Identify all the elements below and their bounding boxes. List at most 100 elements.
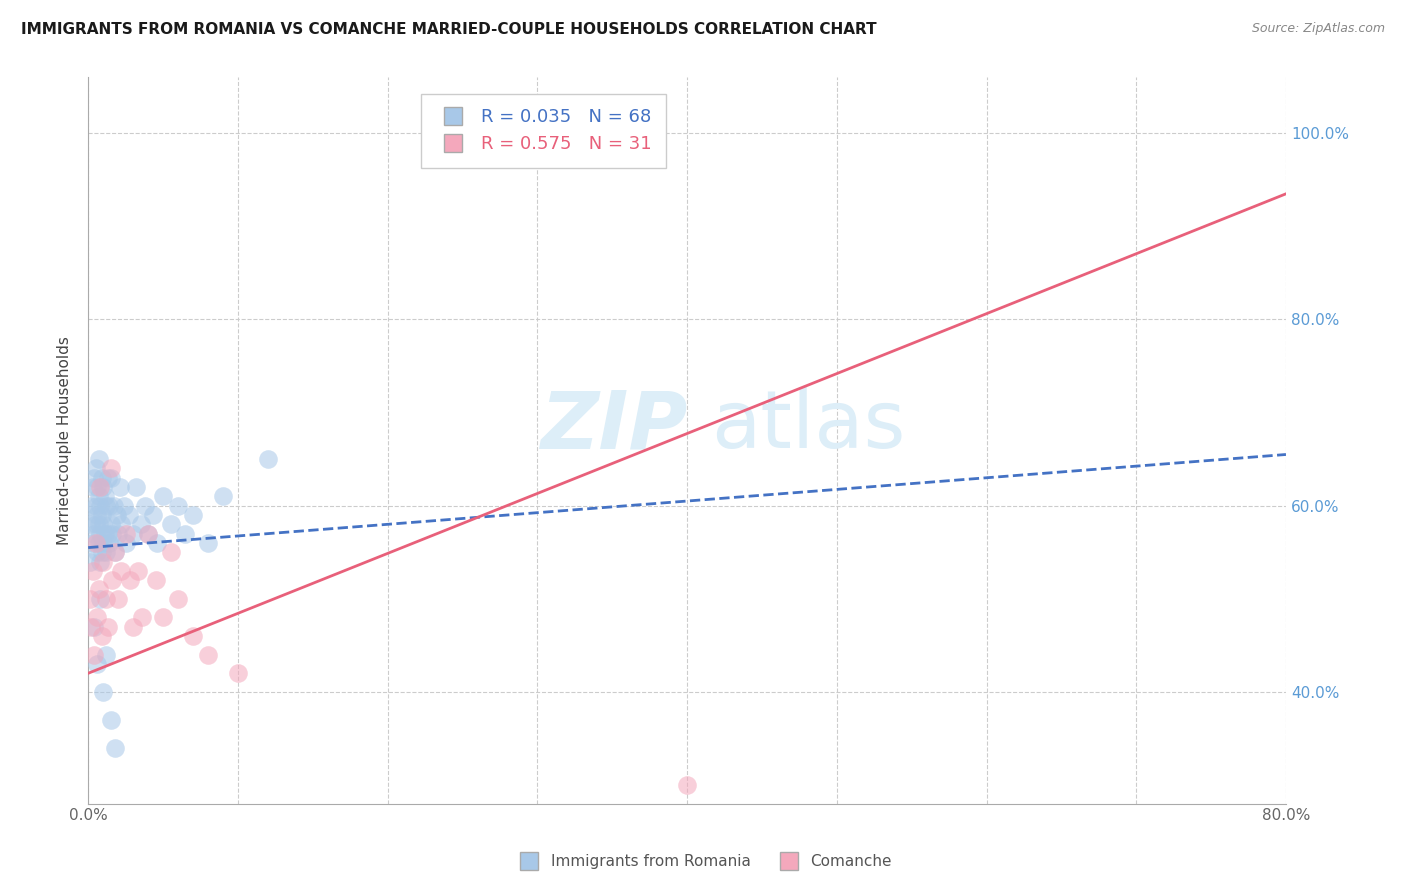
Point: [82, 480, 104, 494]
Point: [90, 545, 112, 559]
Point: [100, 461, 122, 475]
Point: [181, 508, 204, 522]
Point: [83, 471, 105, 485]
Point: [152, 489, 174, 503]
Point: [104, 545, 127, 559]
Point: [83, 648, 105, 662]
Point: [141, 508, 163, 522]
Point: [108, 480, 131, 494]
Point: [152, 610, 174, 624]
Point: [107, 591, 129, 606]
Point: [86, 480, 108, 494]
Point: [91, 685, 114, 699]
Point: [94, 499, 117, 513]
Point: [197, 536, 219, 550]
Point: [100, 471, 122, 485]
Point: [93, 526, 115, 541]
Point: [86, 545, 108, 559]
Point: [104, 545, 127, 559]
Point: [84, 461, 107, 475]
Point: [89, 555, 111, 569]
Point: [256, 452, 278, 467]
Point: [97, 471, 120, 485]
Point: [100, 517, 122, 532]
Point: [89, 526, 111, 541]
Point: [80, 517, 103, 532]
Point: [83, 526, 105, 541]
Point: [134, 499, 156, 513]
Point: [84, 517, 107, 532]
Point: [131, 610, 153, 624]
Point: [86, 508, 108, 522]
Point: [94, 545, 117, 559]
Point: [79, 555, 101, 569]
Point: [84, 536, 107, 550]
Point: [87, 517, 110, 532]
Point: [112, 499, 135, 513]
Point: [136, 526, 159, 541]
Point: [94, 648, 117, 662]
Point: [136, 526, 159, 541]
Point: [107, 526, 129, 541]
Text: IMMIGRANTS FROM ROMANIA VS COMANCHE MARRIED-COUPLE HOUSEHOLDS CORRELATION CHART: IMMIGRANTS FROM ROMANIA VS COMANCHE MARR…: [21, 22, 877, 37]
Point: [84, 499, 107, 513]
Point: [129, 517, 152, 532]
Point: [80, 620, 103, 634]
Point: [89, 499, 111, 513]
Point: [120, 573, 142, 587]
Point: [87, 452, 110, 467]
Point: [79, 591, 101, 606]
Point: [114, 526, 136, 541]
Point: [83, 620, 105, 634]
Point: [87, 582, 110, 597]
Text: Source: ZipAtlas.com: Source: ZipAtlas.com: [1251, 22, 1385, 36]
Point: [159, 545, 181, 559]
Point: [146, 536, 169, 550]
Text: atlas: atlas: [711, 387, 905, 465]
Point: [110, 517, 132, 532]
Point: [101, 526, 124, 541]
Text: ZIP: ZIP: [540, 387, 688, 465]
Point: [212, 489, 235, 503]
Point: [159, 517, 181, 532]
Point: [80, 499, 103, 513]
Point: [87, 489, 110, 503]
Point: [114, 536, 136, 550]
Point: [93, 489, 115, 503]
Point: [91, 536, 114, 550]
Point: [226, 666, 249, 681]
Point: [101, 573, 124, 587]
Point: [100, 713, 122, 727]
Point: [98, 499, 121, 513]
Y-axis label: Married-couple Households: Married-couple Households: [58, 336, 72, 545]
Point: [181, 629, 204, 643]
Point: [91, 555, 114, 569]
Point: [110, 564, 132, 578]
Point: [90, 471, 112, 485]
Point: [89, 480, 111, 494]
Point: [197, 648, 219, 662]
Point: [174, 526, 197, 541]
Point: [97, 620, 120, 634]
Point: [82, 536, 104, 550]
Point: [103, 499, 125, 513]
Point: [91, 517, 114, 532]
Point: [94, 591, 117, 606]
Legend: R = 0.035   N = 68, R = 0.575   N = 31: R = 0.035 N = 68, R = 0.575 N = 31: [420, 94, 665, 168]
Point: [127, 564, 149, 578]
Point: [90, 508, 112, 522]
Point: [125, 480, 148, 494]
Point: [104, 740, 127, 755]
Point: [86, 657, 108, 671]
Legend: Immigrants from Romania, Comanche: Immigrants from Romania, Comanche: [508, 848, 898, 875]
Point: [89, 591, 111, 606]
Point: [122, 526, 145, 541]
Point: [97, 526, 120, 541]
Point: [87, 536, 110, 550]
Point: [90, 629, 112, 643]
Point: [91, 480, 114, 494]
Point: [167, 499, 190, 513]
Point: [98, 536, 121, 550]
Point: [122, 620, 145, 634]
Point: [167, 591, 190, 606]
